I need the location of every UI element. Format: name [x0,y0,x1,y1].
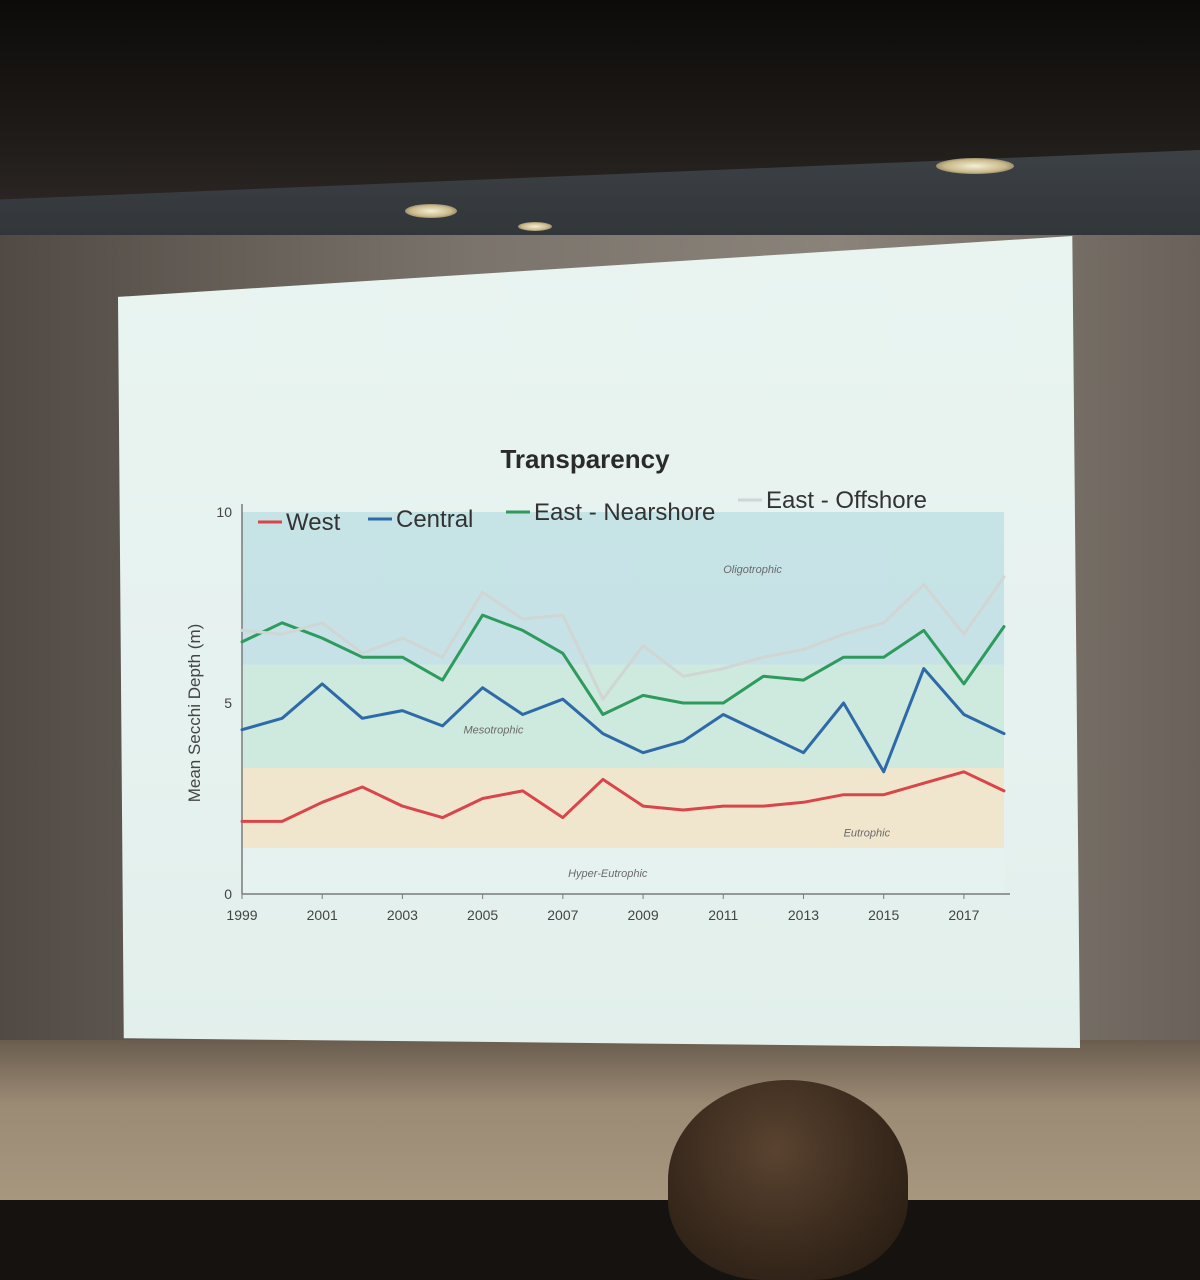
legend-item-label: East - Nearshore [534,499,715,526]
zone-band-eutrophic [242,767,1004,849]
legend-item-label: East - Offshore [766,487,927,514]
zone-band-oligotrophic [242,512,1004,665]
x-tick-label: 2011 [708,907,738,923]
series-line-east-offshore [240,575,1006,701]
ceiling-light-left [405,204,457,218]
projection-screen: Oligotrophic Mesotrophic Eutrophic Hyper-Eu… [118,236,1080,1048]
lower-wall [0,1040,1200,1200]
zone-label-hyper-eutrophic: Hyper-Eutrophic [568,868,648,880]
legend-item-label: West [286,509,341,536]
x-tick-label: 2015 [868,907,899,923]
x-tick-label: 2009 [627,907,658,923]
y-tick-label: 5 [224,695,232,711]
y-axis-label: Mean Secchi Depth (m) [185,624,204,803]
x-tick-label: 2001 [307,907,338,923]
zone-band-hyper-eutrophic [242,848,1004,894]
audience-head [668,1080,908,1280]
zone-label-eutrophic: Eutrophic [844,828,891,840]
series-line-east-nearshore [240,613,1006,716]
chart-legend: West Central East - Nearshore East - Offsho… [258,487,927,536]
x-tick-label: 2003 [387,907,418,923]
chart-series [240,575,1006,823]
x-tick-label: 2007 [547,907,578,923]
y-tick-label: 0 [224,886,232,902]
series-line-west [240,770,1006,823]
chart: Oligotrophic Mesotrophic Eutrophic Hyper-Eu… [185,444,1010,923]
x-tick-label: 2005 [467,907,498,923]
y-tick-label: 10 [216,504,232,520]
x-tick-label: 2013 [788,907,819,923]
x-tick-label: 2017 [948,907,979,923]
zone-label-mesotrophic: Mesotrophic [463,725,523,737]
ceiling-light-center [518,222,552,231]
x-tick-label: 1999 [226,907,257,923]
zone-label-oligotrophic: Oligotrophic [723,564,782,576]
chart-axes: 0 5 10 1999 2001 2003 2005 2007 2009 2011 2013 2015… [216,504,1010,923]
series-line-central [240,667,1006,774]
ceiling-light-right [936,158,1014,174]
trophic-zone-labels: Oligotrophic Mesotrophic Eutrophic Hyper-Eu… [463,564,890,880]
chart-title: Transparency [500,444,670,474]
legend-item-label: Central [396,506,473,533]
